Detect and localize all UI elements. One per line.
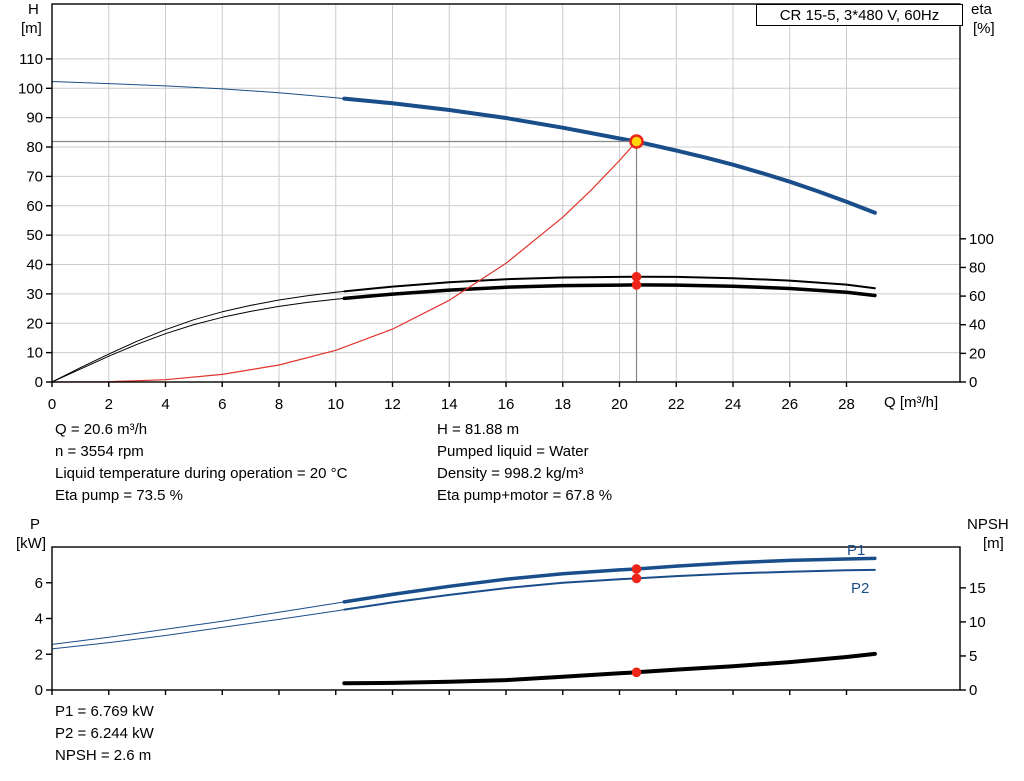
info-temp: Liquid temperature during operation = 20… bbox=[55, 465, 348, 482]
info-p2: P2 = 6.244 kW bbox=[55, 725, 154, 742]
y-left-tick-label: 20 bbox=[26, 315, 43, 332]
operating-point-dot bbox=[629, 134, 644, 149]
x-tick-label: 4 bbox=[161, 396, 169, 413]
p-axis-unit: [kW] bbox=[16, 535, 46, 552]
h-axis-unit: [m] bbox=[21, 20, 42, 37]
y-right-tick-label: 15 bbox=[969, 580, 986, 597]
series-eta-pump-motor-thin bbox=[51, 297, 345, 383]
y-left-tick-label: 60 bbox=[26, 198, 43, 215]
x-tick-label: 14 bbox=[441, 396, 458, 413]
eta-axis-unit: [%] bbox=[973, 20, 995, 37]
duty-marker-npsh bbox=[631, 667, 642, 678]
y-right-tick-label: 80 bbox=[969, 259, 986, 276]
h-axis-label: H bbox=[28, 1, 39, 18]
q-axis-label: Q [m³/h] bbox=[884, 394, 939, 411]
duty-marker-p2 bbox=[631, 573, 642, 584]
series-h-thin bbox=[51, 81, 345, 100]
y-right-tick-label: 100 bbox=[969, 231, 994, 248]
info-q: Q = 20.6 m³/h bbox=[55, 421, 148, 438]
duty-marker-eta-pump-motor bbox=[631, 280, 642, 290]
y-right-tick-label: 40 bbox=[969, 317, 986, 334]
info-npsh: NPSH = 2.6 m bbox=[55, 747, 152, 764]
x-tick-label: 16 bbox=[498, 396, 515, 413]
y-right-tick-label: 5 bbox=[969, 648, 977, 665]
y-left-tick-label: 50 bbox=[26, 227, 43, 244]
p2-curve-label: P2 bbox=[851, 580, 870, 597]
y-left-tick-label: 10 bbox=[26, 345, 43, 362]
series-h bbox=[342, 96, 877, 215]
y-left-tick-label: 70 bbox=[26, 168, 43, 185]
p1-curve-label: P1 bbox=[847, 542, 866, 559]
series-eta-pump-motor bbox=[342, 283, 877, 301]
x-tick-label: 2 bbox=[105, 396, 113, 413]
info-eta-pump: Eta pump = 73.5 % bbox=[55, 487, 183, 504]
x-tick-label: 18 bbox=[554, 396, 571, 413]
info-speed: n = 3554 rpm bbox=[55, 443, 144, 460]
y-left-tick-label: 6 bbox=[35, 575, 43, 592]
y-left-tick-label: 30 bbox=[26, 286, 43, 303]
y-right-tick-label: 0 bbox=[969, 374, 977, 391]
duty-info-left: Q = 20.6 m³/h n = 3554 rpm Liquid temper… bbox=[55, 419, 347, 507]
series-p1-thin bbox=[51, 601, 345, 645]
x-tick-label: 26 bbox=[781, 396, 798, 413]
x-tick-label: 0 bbox=[48, 396, 56, 413]
series-eta-pump-thin bbox=[51, 290, 345, 383]
npsh-axis-label: NPSH bbox=[967, 516, 1009, 533]
plot-border bbox=[51, 546, 961, 691]
y-left-tick-label: 0 bbox=[35, 374, 43, 391]
x-tick-label: 8 bbox=[275, 396, 283, 413]
y-right-tick-label: 20 bbox=[969, 345, 986, 362]
info-eta-total: Eta pump+motor = 67.8 % bbox=[437, 487, 613, 504]
series-npsh bbox=[342, 651, 877, 686]
info-p1: P1 = 6.769 kW bbox=[55, 703, 154, 720]
x-tick-label: 28 bbox=[838, 396, 855, 413]
series-p2 bbox=[343, 568, 876, 611]
info-head: H = 81.88 m bbox=[437, 421, 520, 438]
x-tick-label: 12 bbox=[384, 396, 401, 413]
y-left-tick-label: 40 bbox=[26, 257, 43, 274]
p-axis-label: P bbox=[30, 516, 41, 533]
duty-marker-eta-pump bbox=[631, 271, 642, 282]
series-p2-thin bbox=[51, 609, 345, 650]
info-liquid: Pumped liquid = Water bbox=[437, 443, 589, 460]
pump-title-box: CR 15-5, 3*480 V, 60Hz bbox=[756, 4, 963, 26]
y-right-tick-label: 60 bbox=[969, 288, 986, 305]
x-tick-label: 20 bbox=[611, 396, 628, 413]
y-left-tick-label: 80 bbox=[26, 139, 43, 156]
series-eta-pump bbox=[343, 275, 876, 293]
y-right-tick-label: 0 bbox=[969, 682, 977, 699]
x-tick-label: 10 bbox=[327, 396, 344, 413]
duty-info-right: H = 81.88 m Pumped liquid = Water Densit… bbox=[437, 419, 612, 507]
x-tick-label: 24 bbox=[725, 396, 742, 413]
pump-title: CR 15-5, 3*480 V, 60Hz bbox=[779, 7, 940, 24]
series-p1 bbox=[342, 556, 877, 604]
power-info: P1 = 6.769 kW P2 = 6.244 kW NPSH = 2.6 m bbox=[55, 701, 154, 767]
y-left-tick-label: 0 bbox=[35, 682, 43, 699]
series-duty-curve bbox=[51, 140, 638, 383]
eta-axis-label: eta bbox=[971, 1, 992, 18]
npsh-axis-unit: [m] bbox=[983, 535, 1004, 552]
x-tick-label: 22 bbox=[668, 396, 685, 413]
y-right-tick-label: 10 bbox=[969, 614, 986, 631]
y-left-tick-label: 4 bbox=[35, 611, 43, 628]
info-density: Density = 998.2 kg/m³ bbox=[437, 465, 584, 482]
y-left-tick-label: 110 bbox=[19, 51, 43, 68]
y-left-tick-label: 2 bbox=[35, 646, 43, 663]
y-left-tick-label: 100 bbox=[18, 80, 43, 97]
duty-marker-p1 bbox=[631, 564, 642, 574]
x-tick-label: 6 bbox=[218, 396, 226, 413]
y-left-tick-label: 90 bbox=[26, 110, 43, 127]
